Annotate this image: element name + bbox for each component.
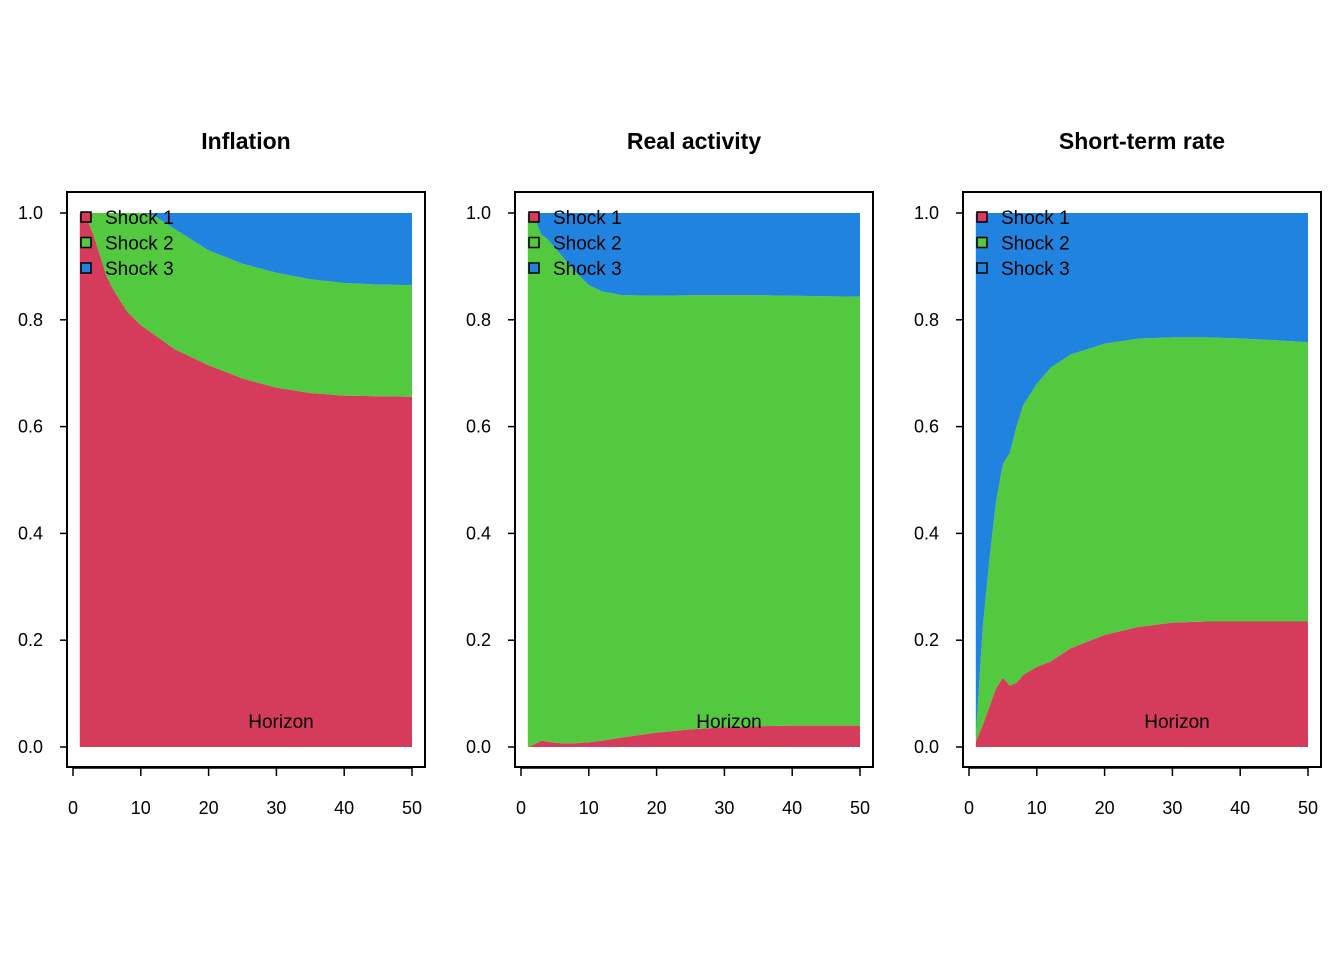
- legend-swatch: [80, 262, 92, 274]
- legend-swatch: [976, 211, 988, 223]
- area-shock-2: [527, 213, 860, 747]
- legend-label: Shock 1: [105, 208, 174, 229]
- x-tick-label: 50: [402, 798, 422, 818]
- legend-label: Shock 1: [553, 208, 622, 229]
- y-tick-label: 0.2: [914, 630, 939, 650]
- area-shock-2: [79, 213, 413, 397]
- area-shock-3: [527, 213, 860, 297]
- y-tick-label: 0.4: [914, 523, 939, 543]
- x-tick-label: 30: [266, 798, 286, 818]
- x-tick-label: 0: [68, 798, 78, 818]
- y-tick-label: 0.4: [18, 523, 43, 543]
- y-tick-label: 1.0: [914, 203, 939, 223]
- chart-title: Real activity: [627, 128, 761, 154]
- y-tick-label: 0.4: [466, 523, 491, 543]
- x-tick-label: 50: [850, 798, 870, 818]
- panel-3: Short-term rate 0 10 20 30 40 50 0.0 0.2 0.4 0.6 0.…: [914, 128, 1322, 818]
- x-tick-label: 40: [1230, 798, 1250, 818]
- legend-label: Shock 3: [105, 259, 174, 280]
- legend-label: Shock 2: [1001, 234, 1070, 255]
- panel-1: Inflation 0 10 20 30 40 50 0.0 0.2 0.4 0.6 0.8 1.0 Sh…: [18, 128, 426, 818]
- y-tick-label: 0.0: [914, 737, 939, 757]
- x-tick-label: 40: [334, 798, 354, 818]
- x-tick-label: 40: [782, 798, 802, 818]
- x-tick-label: 30: [1162, 798, 1182, 818]
- legend-label: Shock 2: [553, 234, 622, 255]
- legend-label: Shock 2: [105, 234, 174, 255]
- legend-label: Shock 1: [1001, 208, 1070, 229]
- area-shock-2: [975, 337, 1308, 742]
- y-tick-label: 0.0: [18, 737, 43, 757]
- legend-swatch: [80, 211, 92, 223]
- area-shock-3: [79, 213, 413, 286]
- chart-title: Short-term rate: [1059, 128, 1225, 154]
- horizon-annotation: Horizon: [696, 712, 761, 733]
- x-tick-label: 10: [579, 798, 599, 818]
- legend-swatch: [528, 236, 540, 249]
- legend-swatch: [976, 236, 988, 249]
- y-tick-label: 0.8: [466, 310, 491, 330]
- y-tick-label: 0.6: [18, 417, 43, 437]
- legend-swatch: [976, 262, 988, 274]
- area-shock-1: [527, 725, 860, 747]
- y-tick-label: 0.6: [914, 417, 939, 437]
- x-tick-label: 0: [516, 798, 526, 818]
- legend-swatch: [528, 211, 540, 223]
- chart-title: Inflation: [201, 128, 290, 154]
- y-tick-label: 0.6: [466, 417, 491, 437]
- y-tick-label: 0.2: [466, 630, 491, 650]
- y-tick-label: 0.2: [18, 630, 43, 650]
- y-tick-label: 1.0: [466, 203, 491, 223]
- panel-2: Real activity 0 10 20 30 40 50 0.0 0.2 0.4 0.6 0.8 1…: [466, 128, 874, 818]
- y-tick-label: 0.8: [914, 310, 939, 330]
- x-tick-label: 0: [964, 798, 974, 818]
- legend-label: Shock 3: [553, 259, 622, 280]
- y-tick-label: 0.0: [466, 737, 491, 757]
- x-tick-label: 20: [1095, 798, 1115, 818]
- area-shock-1: [79, 213, 413, 747]
- legend-label: Shock 3: [1001, 259, 1070, 280]
- y-tick-label: 1.0: [18, 203, 43, 223]
- x-tick-label: 50: [1298, 798, 1318, 818]
- y-tick-label: 0.8: [18, 310, 43, 330]
- horizon-annotation: Horizon: [1144, 712, 1209, 733]
- legend-swatch: [528, 262, 540, 274]
- x-tick-label: 20: [199, 798, 219, 818]
- horizon-annotation: Horizon: [248, 712, 313, 733]
- x-tick-label: 30: [714, 798, 734, 818]
- x-tick-label: 20: [647, 798, 667, 818]
- x-tick-label: 10: [1027, 798, 1047, 818]
- area-shock-3: [975, 213, 1308, 737]
- x-tick-label: 10: [131, 798, 151, 818]
- legend-swatch: [80, 236, 92, 249]
- area-shock-1: [975, 621, 1308, 747]
